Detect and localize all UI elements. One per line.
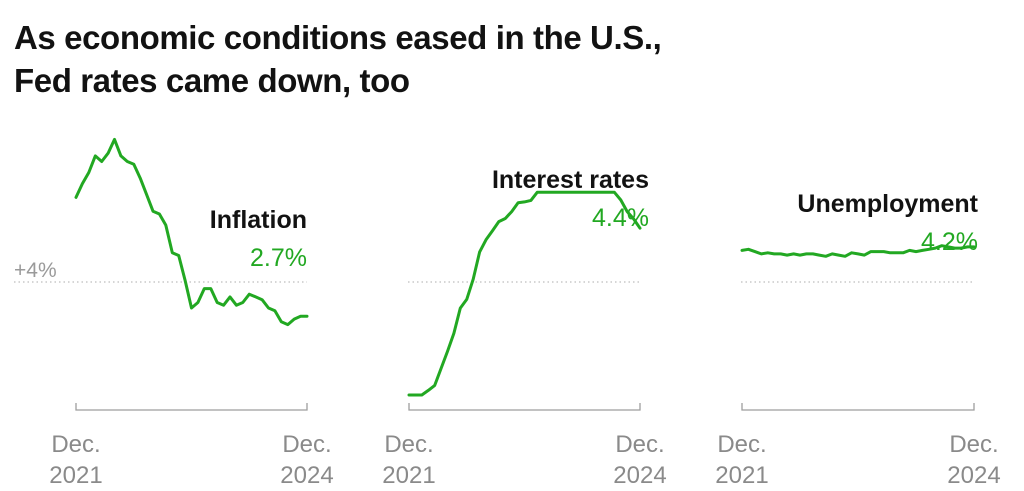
x-tick-label-start-year-interest-rates: 2021 [382,462,435,489]
x-axis-inflation [75,403,308,411]
panel-unemployment: Unemployment 4.2% Dec. 2021 Dec. 2024 [715,190,1000,489]
panel-inflation: Inflation 2.7% Dec. 2021 Dec. 2024 [14,137,334,489]
x-axis-unemployment [741,403,975,411]
x-tick-label-start-month-inflation: Dec. [51,431,100,458]
end-value-label-interest-rates: 4.4% [592,204,649,232]
chart-headline: As economic conditions eased in the U.S.… [14,16,662,102]
series-line-interest-rates [407,190,642,397]
series-line-unemployment [740,244,976,258]
x-tick-label-end-month-inflation: Dec. [282,431,331,458]
x-tick-label-end-year-unemployment: 2024 [947,462,1000,489]
x-tick-label-start-month-interest-rates: Dec. [384,431,433,458]
panel-title-interest-rates: Interest rates [492,166,649,194]
panel-title-unemployment: Unemployment [797,190,978,218]
x-tick-label-start-year-unemployment: 2021 [715,462,768,489]
panel-interest-rates: Interest rates 4.4% Dec. 2021 Dec. 2024 [382,166,666,489]
end-value-label-unemployment: 4.2% [921,228,978,256]
x-axis-interest-rates [408,403,641,411]
x-tick-label-start-year-inflation: 2021 [49,462,102,489]
series-line-inflation [74,137,309,327]
headline-line-2: Fed rates came down, too [14,62,410,99]
x-tick-label-end-year-inflation: 2024 [280,462,333,489]
x-tick-label-start-month-unemployment: Dec. [717,431,766,458]
x-tick-label-end-month-interest-rates: Dec. [615,431,664,458]
x-tick-label-end-year-interest-rates: 2024 [613,462,666,489]
x-tick-label-end-month-unemployment: Dec. [949,431,998,458]
headline-line-1: As economic conditions eased in the U.S.… [14,19,662,56]
reference-line-label: +4% [14,259,57,282]
panel-title-inflation: Inflation [210,206,307,234]
end-value-label-inflation: 2.7% [250,244,307,272]
